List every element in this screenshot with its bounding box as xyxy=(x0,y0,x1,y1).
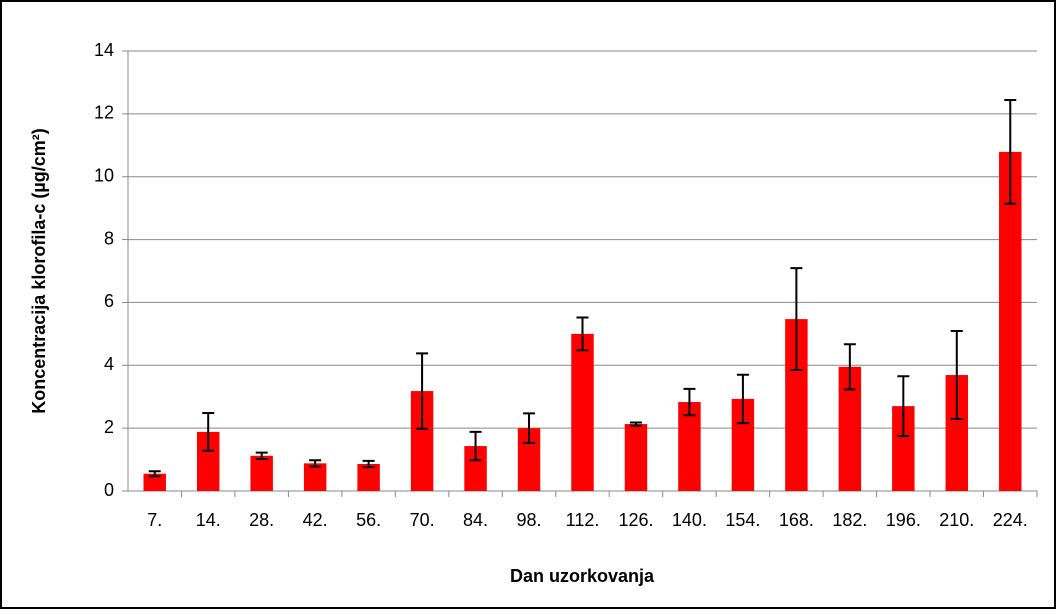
bar xyxy=(678,402,701,491)
x-tick-label: 196. xyxy=(886,510,921,530)
bar xyxy=(571,333,594,491)
x-axis-title: Dan uzorkovanja xyxy=(510,566,655,586)
x-tick-label: 14. xyxy=(196,510,221,530)
bar xyxy=(196,431,220,491)
error-bar xyxy=(736,373,749,425)
y-tick-label: 14 xyxy=(94,40,114,60)
error-bar xyxy=(897,375,910,437)
error-bar xyxy=(416,352,429,430)
x-tick-label: 224. xyxy=(993,510,1028,530)
y-tick-label: 0 xyxy=(104,480,114,500)
x-tick-label: 7. xyxy=(147,510,162,530)
bar xyxy=(624,424,648,491)
bar xyxy=(892,406,915,491)
x-tick-label: 112. xyxy=(566,510,600,530)
x-tick-label: 182. xyxy=(832,510,867,530)
y-tick-label: 4 xyxy=(104,354,114,374)
bar xyxy=(143,473,166,491)
y-tick-label: 2 xyxy=(104,417,114,437)
error-bar xyxy=(790,267,803,371)
x-tick-label: 56. xyxy=(356,510,381,530)
bar xyxy=(464,446,487,491)
x-tick-label: 154. xyxy=(725,510,760,530)
error-bar xyxy=(469,430,482,462)
bar xyxy=(838,366,862,491)
error-bar xyxy=(1004,99,1017,205)
y-tick-label: 6 xyxy=(104,291,114,311)
x-tick-label: 98. xyxy=(517,510,542,530)
bar xyxy=(785,319,808,491)
bar xyxy=(357,463,380,491)
error-bar xyxy=(309,459,322,468)
x-tick-label: 140. xyxy=(672,510,707,530)
y-tick-label: 12 xyxy=(94,103,114,123)
error-bar xyxy=(683,387,696,417)
y-axis-title: Koncentracija klorofila-c (µg/cm²) xyxy=(29,128,49,413)
bar xyxy=(999,151,1022,491)
error-bar xyxy=(843,343,856,391)
x-tick-label: 210. xyxy=(939,510,974,530)
error-bar xyxy=(576,316,589,352)
error-bar xyxy=(255,451,268,460)
error-bar xyxy=(629,421,642,427)
error-bar xyxy=(148,470,161,478)
x-tick-label: 28. xyxy=(249,510,274,530)
y-tick-label: 10 xyxy=(94,165,114,185)
error-bar xyxy=(523,412,536,444)
x-tick-label: 84. xyxy=(463,510,488,530)
bar xyxy=(731,398,755,491)
bar xyxy=(410,391,434,491)
bar xyxy=(303,463,327,491)
bar xyxy=(945,375,969,491)
bar xyxy=(250,455,273,491)
x-tick-label: 126. xyxy=(618,510,653,530)
x-tick-label: 70. xyxy=(410,510,435,530)
x-tick-label: 168. xyxy=(779,510,814,530)
x-tick-label: 42. xyxy=(303,510,328,530)
error-bar xyxy=(362,459,375,469)
error-bar xyxy=(950,330,963,421)
error-bar xyxy=(202,412,215,452)
y-tick-label: 8 xyxy=(104,228,114,248)
